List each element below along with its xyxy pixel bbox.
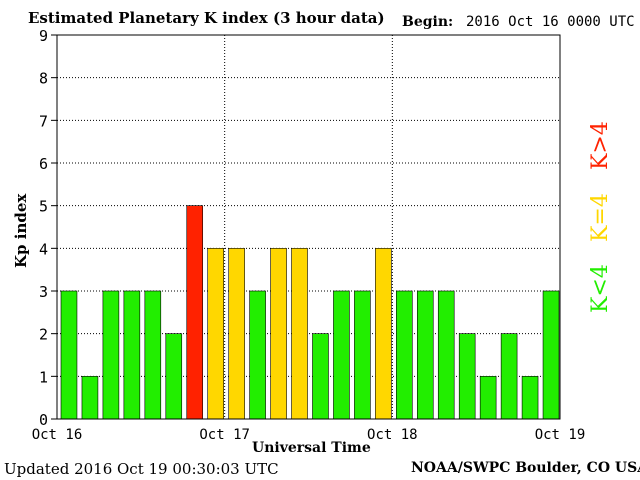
legend-high: K>4 — [588, 121, 613, 170]
kp-bar — [542, 290, 560, 420]
kp-bar — [123, 290, 141, 420]
y-tick-label: 0 — [39, 411, 48, 429]
bars — [60, 205, 560, 420]
kp-bar — [416, 290, 434, 420]
x-ticks: Oct 16 Oct 17 Oct 18 Oct 19 — [32, 427, 586, 443]
legend-equal: K=4 — [588, 193, 613, 242]
kp-bar — [458, 333, 476, 420]
kp-bar — [81, 376, 99, 420]
kp-bar — [312, 333, 329, 420]
y-tick-label: 9 — [39, 27, 48, 45]
kp-bar — [291, 248, 308, 420]
x-tick-label: Oct 18 — [367, 427, 418, 443]
kp-bar — [270, 248, 287, 420]
y-axis-label: Kp index — [12, 193, 30, 268]
grid-lines — [57, 35, 560, 419]
y-tick-label: 1 — [39, 368, 48, 386]
updated-timestamp: Updated 2016 Oct 19 00:30:03 UTC — [4, 460, 279, 478]
kp-bar — [207, 248, 224, 420]
plot-frame — [56, 34, 561, 420]
y-tick-label: 3 — [39, 283, 48, 301]
kp-bar — [354, 290, 371, 420]
y-tick-label: 7 — [39, 112, 48, 130]
x-tick-label: Oct 17 — [199, 427, 250, 443]
kp-bar — [60, 290, 78, 420]
kp-bar — [521, 376, 539, 420]
y-tick-label: 2 — [39, 326, 48, 344]
y-tick-label: 4 — [39, 240, 48, 258]
y-ticks: 0 1 2 3 4 5 6 7 8 9 — [39, 27, 57, 429]
kp-bar — [165, 333, 183, 420]
begin-label: Begin: — [402, 14, 454, 30]
y-tick-label: 5 — [39, 198, 48, 216]
legend-low: K<4 — [588, 264, 613, 313]
kp-bar — [102, 290, 120, 420]
x-axis-label: Universal Time — [252, 440, 371, 456]
kp-bar — [228, 248, 245, 420]
credit-text: NOAA/SWPC Boulder, CO USA — [411, 460, 640, 476]
kp-bar — [375, 248, 392, 420]
chart-title: Estimated Planetary K index (3 hour data… — [28, 9, 385, 27]
kp-bar — [249, 290, 266, 420]
kp-bar — [500, 333, 518, 420]
kp-bar — [144, 290, 162, 420]
kp-bar — [333, 290, 350, 420]
kp-bar — [437, 290, 455, 420]
x-tick-label: Oct 16 — [32, 427, 83, 443]
begin-value: 2016 Oct 16 0000 UTC — [466, 14, 635, 30]
kp-bar — [186, 205, 204, 420]
kp-bar — [396, 290, 413, 420]
x-tick-label: Oct 19 — [535, 427, 586, 443]
y-tick-label: 8 — [39, 70, 48, 88]
kp-bar — [479, 376, 497, 420]
y-tick-label: 6 — [39, 155, 48, 173]
